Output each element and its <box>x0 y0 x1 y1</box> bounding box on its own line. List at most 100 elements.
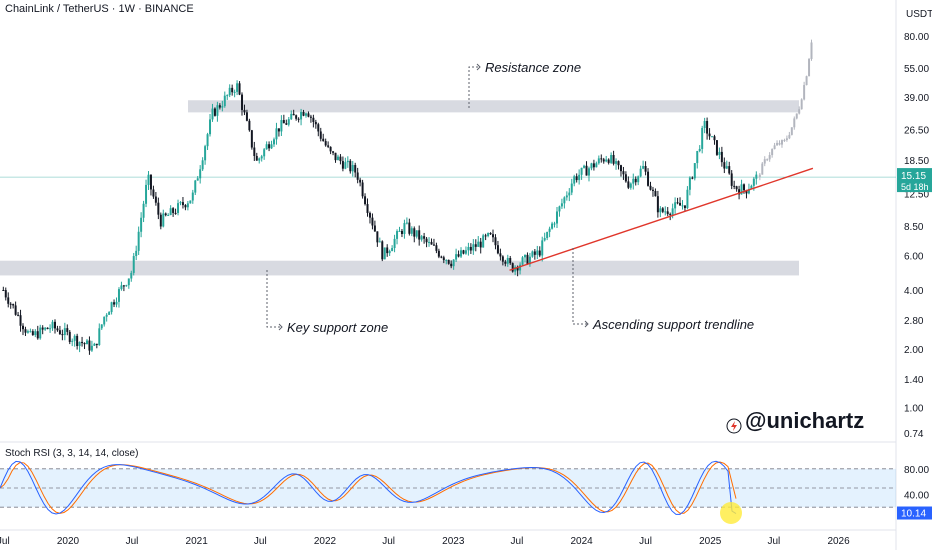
candle-body <box>31 331 34 336</box>
projected-candle <box>783 138 786 142</box>
y-tick-label: 6.00 <box>904 252 924 263</box>
candle-body <box>526 254 529 265</box>
projected-candle <box>798 106 801 115</box>
y-tick-label: 2.80 <box>904 316 924 327</box>
candle-body <box>61 334 64 336</box>
candle <box>639 165 642 178</box>
candle-body <box>713 136 716 141</box>
rsi-value: 10.14 <box>901 509 926 520</box>
candle <box>44 326 47 331</box>
candle <box>73 334 76 347</box>
candle-body <box>803 85 806 100</box>
resistance-zone[interactable] <box>188 100 799 113</box>
countdown-value: 5d 18h <box>901 182 929 192</box>
candle <box>610 152 613 164</box>
candle-body <box>785 138 788 141</box>
candle-body <box>191 192 194 201</box>
candle <box>442 255 445 264</box>
candle-body <box>546 231 549 239</box>
candle <box>575 173 578 183</box>
candle-body <box>344 162 347 169</box>
candle <box>698 145 701 153</box>
candle <box>496 240 499 255</box>
candle-body <box>808 59 811 77</box>
symbol-header[interactable]: ChainLink / TetherUS · 1W · BINANCE <box>5 3 194 15</box>
candle-body <box>541 240 544 256</box>
candle-body <box>349 160 352 172</box>
candle-body <box>81 341 84 344</box>
x-tick-label: 2023 <box>442 536 465 547</box>
projected-candle <box>790 127 793 136</box>
candle <box>521 256 524 266</box>
candle <box>304 112 307 118</box>
candle-body <box>783 140 786 142</box>
candle <box>322 133 325 142</box>
stoch-k-line <box>0 460 737 515</box>
candle-body <box>464 250 467 254</box>
candle-body <box>270 144 273 149</box>
candle <box>499 248 502 261</box>
candle-body <box>659 208 662 213</box>
candle <box>585 161 588 176</box>
projected-candle <box>808 57 811 77</box>
candle-body <box>595 163 598 168</box>
candle-body <box>805 76 808 86</box>
projected-candle <box>793 116 796 130</box>
support-zone[interactable] <box>0 260 799 276</box>
candle-body <box>393 238 396 249</box>
candle-body <box>317 124 320 132</box>
candle-body <box>795 113 798 119</box>
candle <box>364 193 367 206</box>
candle <box>31 329 34 336</box>
candle <box>651 186 654 197</box>
candle-body <box>477 241 480 247</box>
candle <box>711 136 714 138</box>
rsi-indicator-title[interactable]: Stoch RSI (3, 3, 14, 14, close) <box>5 448 139 459</box>
candle-body <box>324 141 327 146</box>
candle <box>258 157 261 164</box>
candle-body <box>309 116 312 118</box>
projected-candle <box>810 39 813 61</box>
y-tick-label: 12.50 <box>904 189 929 200</box>
candle <box>145 179 148 208</box>
candle-body <box>260 156 263 159</box>
candle-body <box>800 99 803 110</box>
candle-body <box>12 304 15 306</box>
projected-candle <box>773 142 776 150</box>
candle-body <box>130 272 133 279</box>
candle-body <box>766 159 769 161</box>
candle-body <box>612 154 615 164</box>
candle <box>632 173 635 190</box>
candle <box>302 109 305 117</box>
candle-body <box>307 113 310 117</box>
candle-body <box>720 151 723 163</box>
candle <box>29 328 32 333</box>
candle <box>511 262 514 273</box>
candle <box>553 221 556 228</box>
y-tick-label: 18.50 <box>904 156 929 167</box>
ascending-support-trendline[interactable] <box>509 167 814 271</box>
rsi-tick-label: 80.00 <box>904 465 929 476</box>
candle-body <box>445 259 448 261</box>
watermark: @unichartz <box>726 408 864 434</box>
candle <box>85 338 88 345</box>
projected-candle <box>788 131 791 140</box>
candle <box>213 107 216 117</box>
candle <box>642 160 645 170</box>
price-badge[interactable] <box>897 168 932 193</box>
candle-body <box>553 223 556 225</box>
candle-body <box>629 183 632 188</box>
candle <box>452 259 455 270</box>
candle <box>627 176 630 190</box>
candle-body <box>703 120 706 128</box>
candle-body <box>715 140 718 155</box>
candle-body <box>167 215 170 217</box>
x-tick-label: Jul <box>767 536 780 547</box>
candle <box>713 134 716 145</box>
candle-body <box>669 214 672 216</box>
candle-body <box>243 109 246 113</box>
candle-body <box>236 83 239 92</box>
candle <box>260 154 263 162</box>
candle-body <box>226 95 229 97</box>
